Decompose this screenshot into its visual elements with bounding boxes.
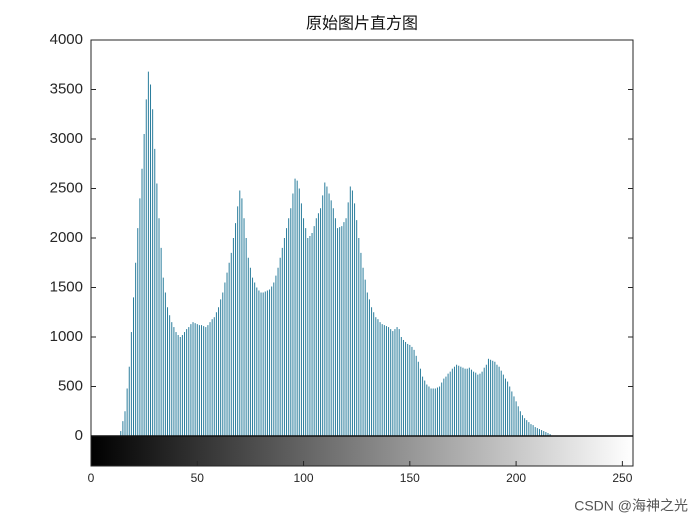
x-tick-label: 200 — [506, 471, 526, 485]
y-tick-label: 500 — [58, 377, 83, 394]
y-tick-label: 1500 — [50, 278, 83, 295]
chart-title: 原始图片直方图 — [306, 14, 418, 33]
y-tick-label: 2000 — [50, 229, 83, 246]
colorbar — [90, 435, 634, 467]
y-tick-label: 2500 — [50, 179, 83, 196]
x-tick-label: 100 — [294, 471, 314, 485]
y-tick-label: 4000 — [50, 31, 83, 48]
y-tick-label: 1000 — [50, 328, 83, 345]
plot-frame — [90, 39, 634, 437]
y-tick-label: 3000 — [50, 130, 83, 147]
watermark: CSDN @海神之光 — [574, 498, 688, 514]
x-tick-label: 0 — [88, 471, 95, 485]
y-tick-label: 0 — [75, 427, 83, 444]
x-tick-label: 50 — [191, 471, 205, 485]
x-tick-label: 150 — [400, 471, 420, 485]
y-tick-label: 3500 — [50, 80, 83, 97]
x-tick-label: 250 — [612, 471, 632, 485]
